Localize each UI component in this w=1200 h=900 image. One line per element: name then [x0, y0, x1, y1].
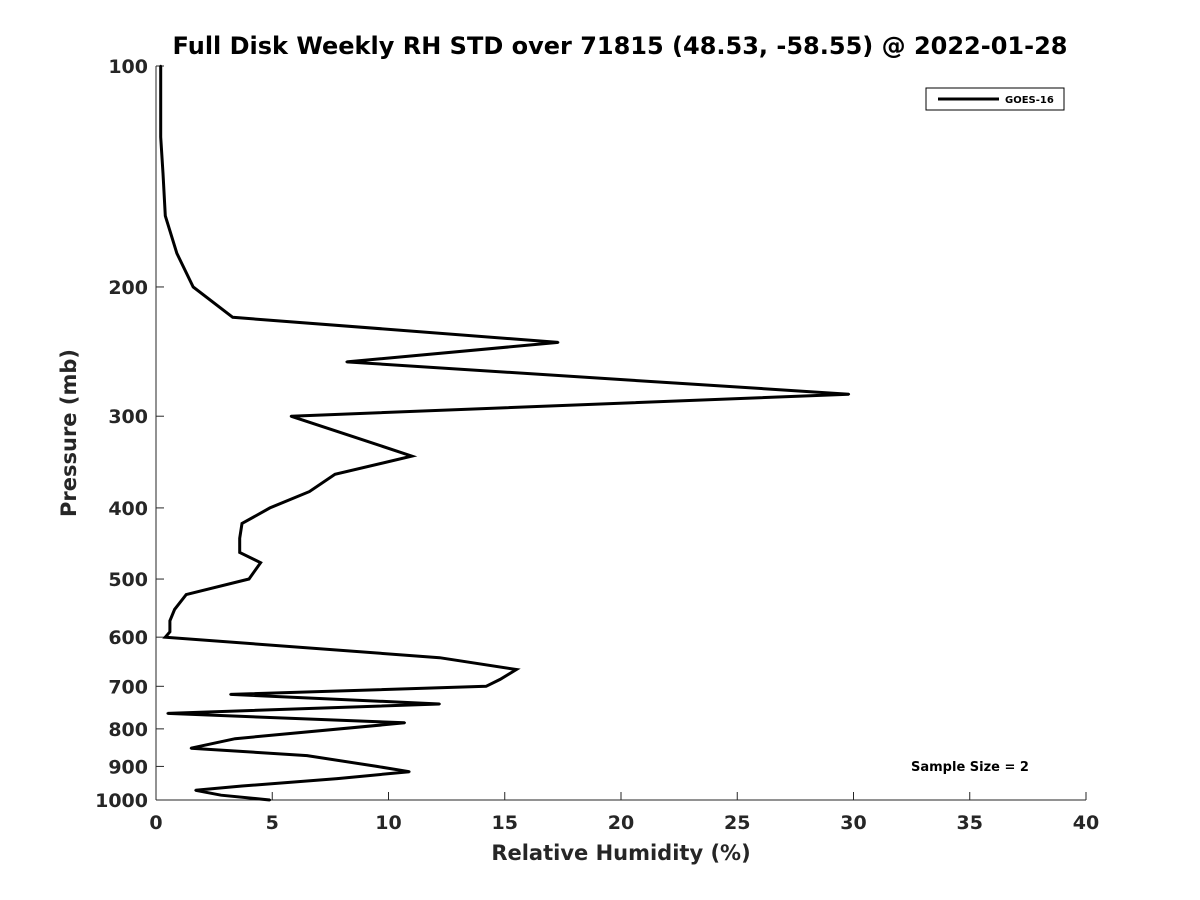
data-point-39 — [408, 770, 411, 773]
data-point-18 — [238, 537, 241, 540]
x-tick-label-35: 35 — [957, 812, 983, 834]
x-axis-label: Relative Humidity (%) — [491, 841, 750, 865]
x-tick-label-30: 30 — [840, 812, 866, 834]
y-tick-label-500: 500 — [108, 569, 148, 591]
x-tick-label-25: 25 — [724, 812, 750, 834]
data-point-37 — [305, 754, 309, 757]
data-point-43 — [219, 794, 223, 797]
data-point-23 — [173, 608, 176, 611]
series-line-goes-16 — [159, 66, 849, 802]
data-point-14 — [333, 473, 337, 476]
x-tick-label-10: 10 — [375, 812, 401, 834]
data-point-15 — [308, 490, 311, 493]
data-point-5 — [175, 252, 179, 255]
data-point-2 — [159, 135, 162, 139]
data-point-36 — [189, 747, 193, 750]
data-point-11 — [289, 415, 293, 418]
data-point-3 — [161, 172, 165, 175]
y-tick-label-900: 900 — [108, 756, 148, 778]
data-point-0 — [159, 64, 162, 68]
data-point-1 — [159, 109, 162, 112]
legend-label-goes-16: GOES-16 — [1005, 95, 1054, 106]
series-layer — [159, 64, 851, 802]
data-point-24 — [168, 619, 172, 622]
data-point-21 — [247, 577, 251, 581]
x-tick-label-5: 5 — [266, 812, 279, 834]
data-point-38 — [375, 765, 379, 768]
data-point-40 — [336, 777, 339, 780]
y-tick-label-100: 100 — [108, 56, 148, 78]
data-point-4 — [164, 214, 167, 217]
data-point-17 — [240, 522, 244, 525]
x-axis: 0 5 10 15 20 25 30 35 40 — [149, 792, 1099, 834]
data-point-28 — [515, 668, 518, 671]
data-point-35 — [233, 737, 237, 740]
data-point-20 — [259, 561, 262, 564]
x-tick-label-40: 40 — [1073, 812, 1099, 834]
data-point-31 — [229, 693, 232, 696]
data-point-13 — [410, 454, 413, 458]
x-tick-label-15: 15 — [492, 812, 518, 834]
y-axis: 100 200 300 400 500 600 700 800 900 1000 — [95, 56, 164, 812]
sample-size-annotation: Sample Size = 2 — [911, 760, 1029, 775]
y-tick-label-800: 800 — [108, 719, 148, 741]
data-point-8 — [557, 341, 560, 344]
y-tick-label-200: 200 — [108, 277, 148, 299]
data-point-22 — [185, 593, 188, 596]
chart-title: Full Disk Weekly RH STD over 71815 (48.5… — [173, 32, 1068, 60]
legend: GOES-16 — [925, 87, 1065, 111]
data-point-25 — [168, 630, 172, 633]
y-tick-label-400: 400 — [108, 498, 148, 520]
data-point-44 — [268, 798, 272, 802]
data-point-32 — [438, 702, 441, 706]
data-point-12 — [352, 435, 355, 438]
data-point-6 — [192, 285, 195, 289]
data-point-33 — [166, 712, 169, 715]
x-tick-label-20: 20 — [608, 812, 634, 834]
data-point-42 — [194, 789, 197, 792]
y-tick-label-600: 600 — [108, 627, 148, 649]
data-point-16 — [268, 506, 272, 510]
y-axis-label: Pressure (mb) — [57, 349, 81, 517]
data-point-26 — [164, 636, 167, 639]
data-point-30 — [484, 685, 488, 688]
data-point-10 — [847, 393, 851, 396]
data-point-41 — [240, 784, 244, 788]
y-tick-label-1000: 1000 — [95, 790, 148, 812]
data-point-19 — [238, 551, 241, 554]
data-point-34 — [403, 721, 406, 724]
data-point-7 — [231, 316, 234, 319]
x-tick-label-0: 0 — [149, 812, 162, 834]
data-point-9 — [345, 360, 348, 364]
y-tick-label-300: 300 — [108, 406, 148, 428]
data-point-27 — [438, 656, 441, 659]
y-tick-label-700: 700 — [108, 676, 148, 698]
data-point-29 — [498, 678, 502, 681]
